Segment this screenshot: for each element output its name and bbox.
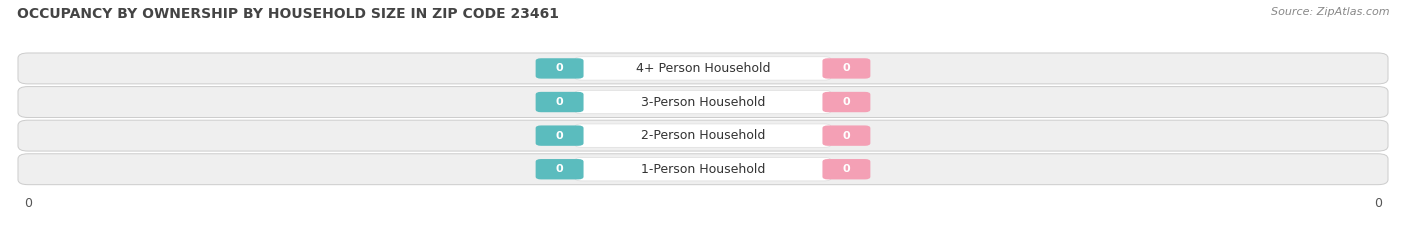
- FancyBboxPatch shape: [575, 90, 831, 114]
- FancyBboxPatch shape: [536, 125, 583, 146]
- Text: 1-Person Household: 1-Person Household: [641, 163, 765, 176]
- FancyBboxPatch shape: [18, 154, 1388, 185]
- Text: 0: 0: [842, 63, 851, 73]
- FancyBboxPatch shape: [536, 92, 583, 112]
- FancyBboxPatch shape: [536, 58, 583, 79]
- FancyBboxPatch shape: [823, 58, 870, 79]
- Text: 0: 0: [555, 164, 564, 174]
- Text: OCCUPANCY BY OWNERSHIP BY HOUSEHOLD SIZE IN ZIP CODE 23461: OCCUPANCY BY OWNERSHIP BY HOUSEHOLD SIZE…: [17, 7, 558, 21]
- FancyBboxPatch shape: [575, 124, 831, 147]
- FancyBboxPatch shape: [536, 159, 583, 179]
- Text: 0: 0: [842, 131, 851, 141]
- Text: 0: 0: [555, 97, 564, 107]
- Text: 0: 0: [842, 97, 851, 107]
- FancyBboxPatch shape: [575, 57, 831, 80]
- FancyBboxPatch shape: [18, 53, 1388, 84]
- Text: 0: 0: [555, 63, 564, 73]
- Text: 0: 0: [555, 131, 564, 141]
- Text: Source: ZipAtlas.com: Source: ZipAtlas.com: [1271, 7, 1389, 17]
- FancyBboxPatch shape: [823, 92, 870, 112]
- FancyBboxPatch shape: [823, 125, 870, 146]
- Text: 3-Person Household: 3-Person Household: [641, 96, 765, 109]
- Text: 0: 0: [842, 164, 851, 174]
- FancyBboxPatch shape: [18, 120, 1388, 151]
- FancyBboxPatch shape: [18, 87, 1388, 117]
- FancyBboxPatch shape: [823, 159, 870, 179]
- Text: 2-Person Household: 2-Person Household: [641, 129, 765, 142]
- Text: 4+ Person Household: 4+ Person Household: [636, 62, 770, 75]
- FancyBboxPatch shape: [575, 158, 831, 181]
